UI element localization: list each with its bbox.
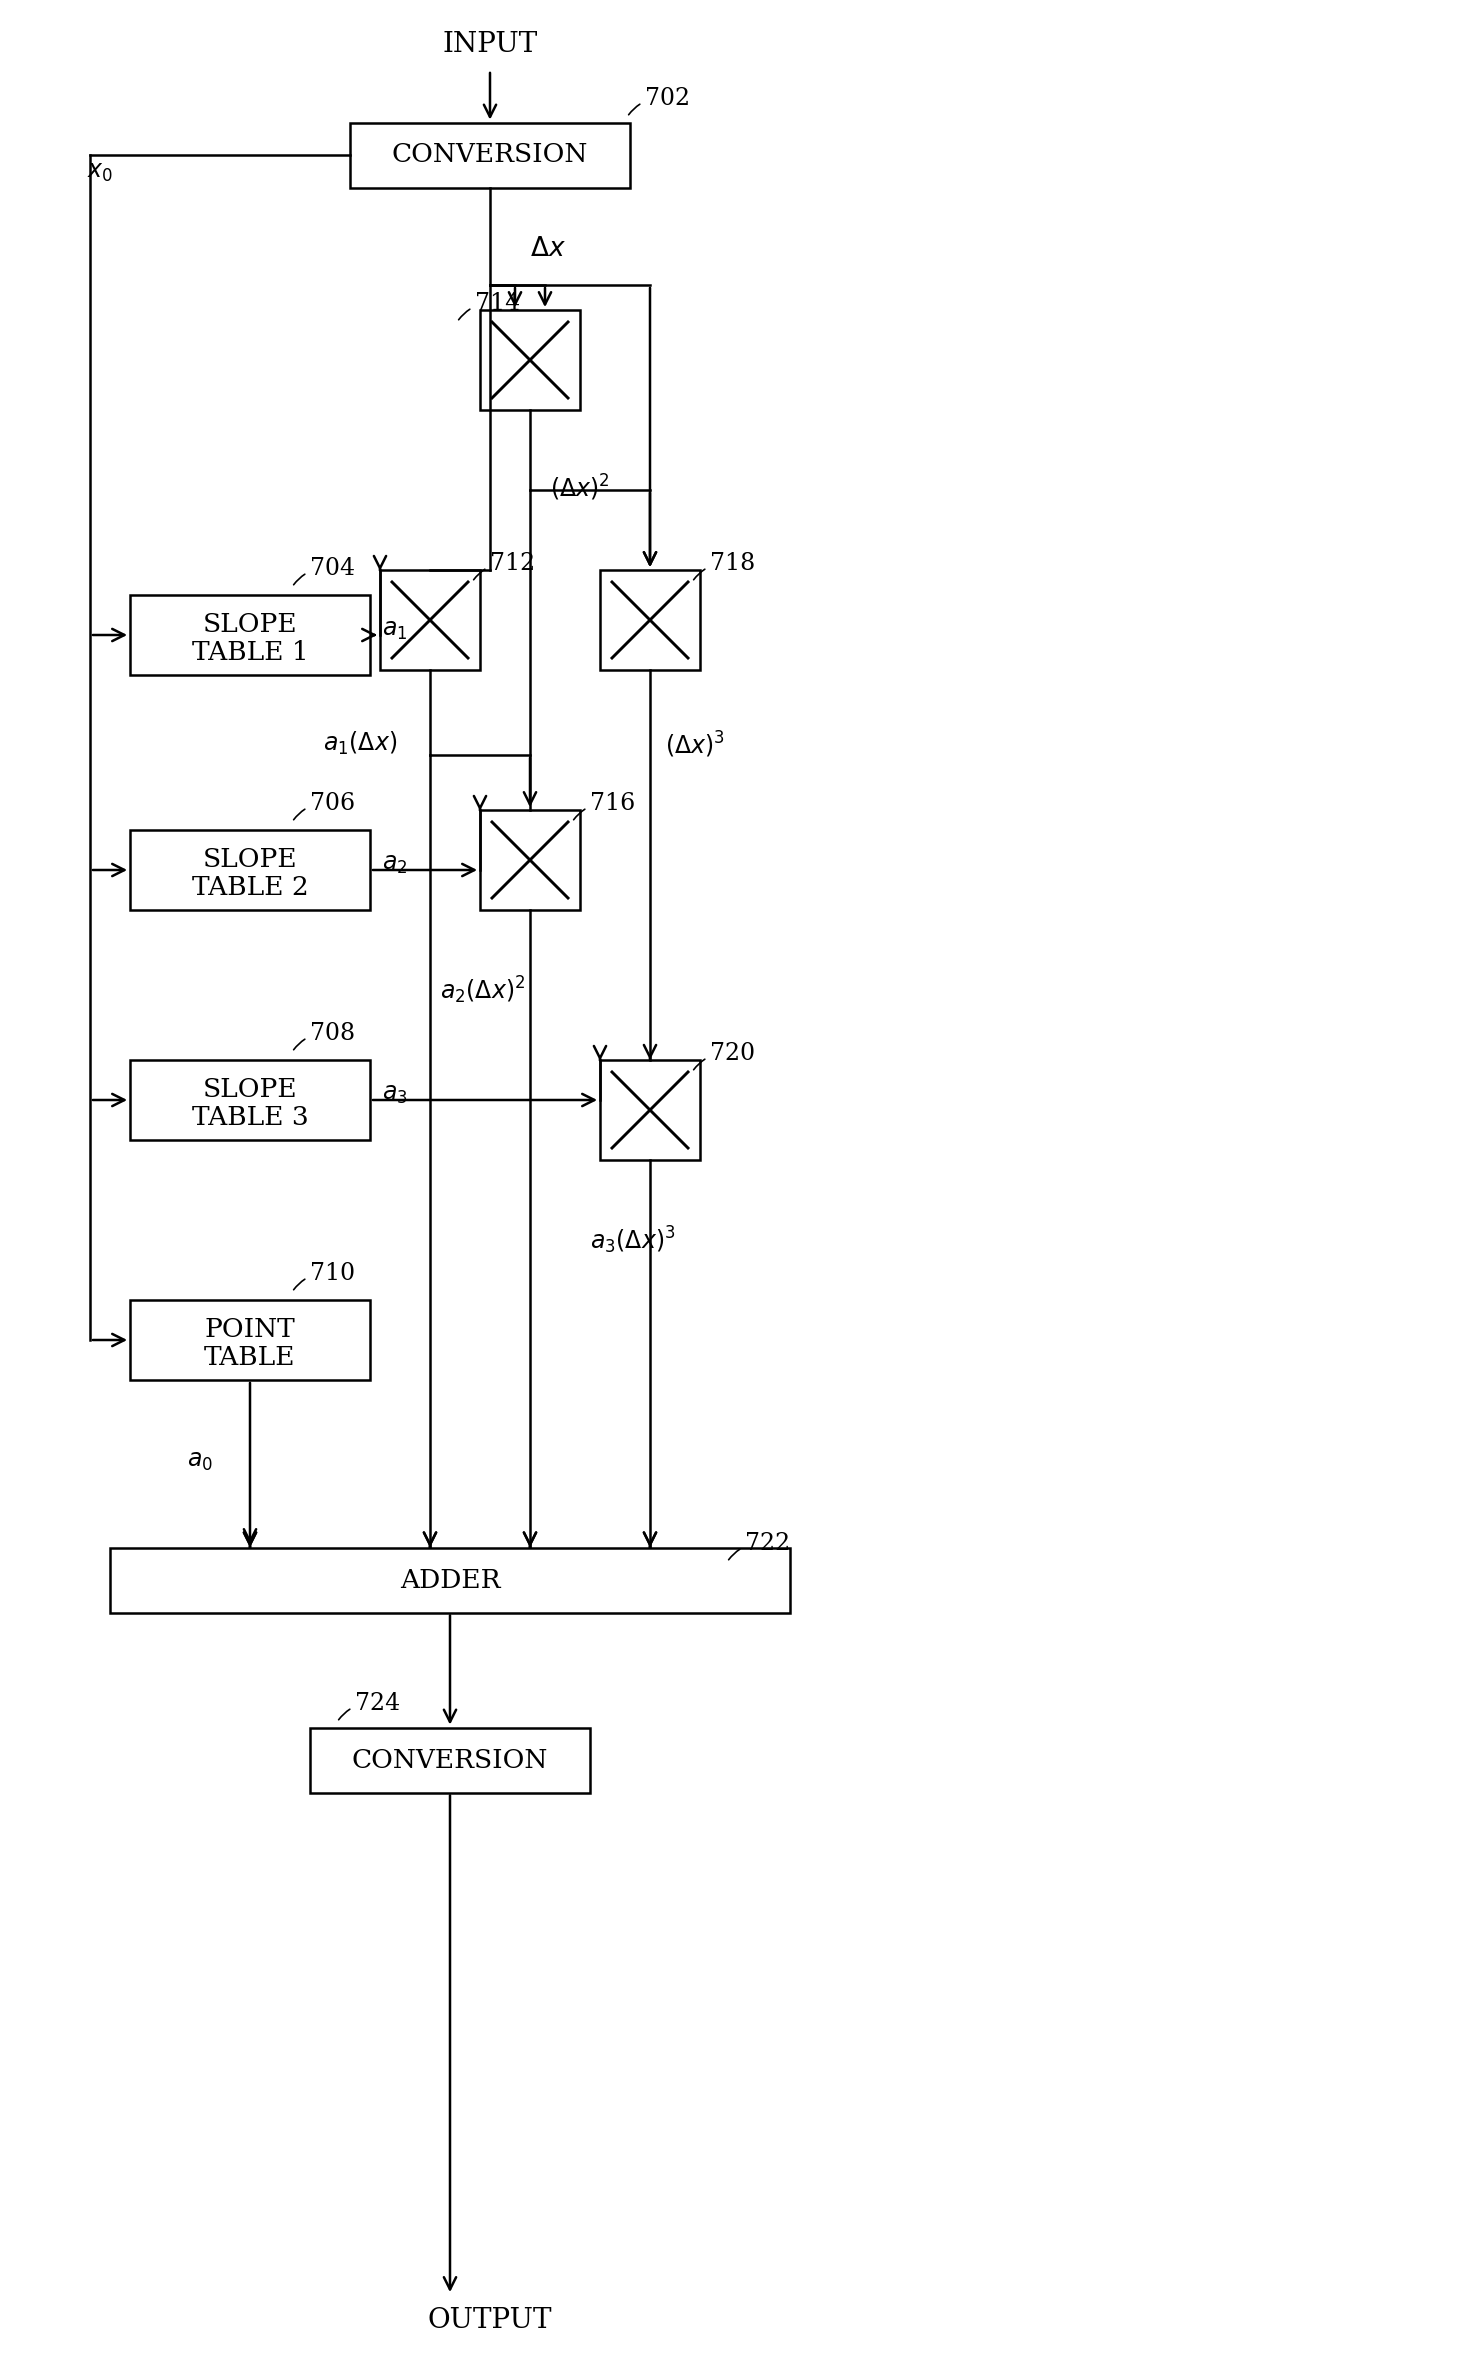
Bar xyxy=(380,569,480,669)
Text: 704: 704 xyxy=(293,557,355,586)
Text: $a_0$: $a_0$ xyxy=(187,1449,213,1473)
Text: POINT: POINT xyxy=(205,1316,296,1343)
Text: 716: 716 xyxy=(574,792,636,821)
Text: 702: 702 xyxy=(629,88,690,114)
Text: 714: 714 xyxy=(459,292,520,320)
Text: TABLE 3: TABLE 3 xyxy=(191,1105,308,1129)
Bar xyxy=(130,1060,369,1141)
Text: $(\Delta x)^3$: $(\Delta x)^3$ xyxy=(665,731,724,759)
Text: 720: 720 xyxy=(693,1041,755,1070)
Bar xyxy=(480,809,580,911)
Text: SLOPE: SLOPE xyxy=(203,847,297,873)
Bar xyxy=(601,569,701,669)
Text: $\Delta x$: $\Delta x$ xyxy=(530,235,565,261)
Text: TABLE: TABLE xyxy=(205,1345,296,1371)
Text: 706: 706 xyxy=(293,792,355,821)
Text: 724: 724 xyxy=(339,1691,400,1720)
Text: ADDER: ADDER xyxy=(400,1568,500,1592)
Text: TABLE 2: TABLE 2 xyxy=(191,875,308,899)
Bar xyxy=(110,1547,790,1613)
Text: SLOPE: SLOPE xyxy=(203,1077,297,1103)
Text: $x_0$: $x_0$ xyxy=(87,161,113,183)
Text: 712: 712 xyxy=(474,553,536,579)
Text: 710: 710 xyxy=(293,1262,355,1290)
Bar xyxy=(130,1300,369,1381)
Text: $a_1(\Delta x)$: $a_1(\Delta x)$ xyxy=(322,731,397,757)
Text: TABLE 1: TABLE 1 xyxy=(191,640,308,664)
Bar xyxy=(601,1060,701,1160)
Text: $(\Delta x)^2$: $(\Delta x)^2$ xyxy=(551,472,609,503)
Bar xyxy=(311,1727,590,1793)
Text: INPUT: INPUT xyxy=(443,31,537,59)
Text: SLOPE: SLOPE xyxy=(203,612,297,638)
Text: 722: 722 xyxy=(729,1532,790,1561)
Text: $a_3$: $a_3$ xyxy=(383,1084,408,1105)
Bar xyxy=(130,595,369,676)
Bar xyxy=(130,830,369,911)
Bar xyxy=(350,123,630,187)
Text: OUTPUT: OUTPUT xyxy=(428,2306,552,2334)
Bar xyxy=(480,311,580,410)
Text: $a_2$: $a_2$ xyxy=(383,854,408,878)
Text: $a_2(\Delta x)^2$: $a_2(\Delta x)^2$ xyxy=(440,975,526,1006)
Text: $a_1$: $a_1$ xyxy=(383,619,408,640)
Text: 718: 718 xyxy=(693,553,755,579)
Text: $a_3(\Delta x)^3$: $a_3(\Delta x)^3$ xyxy=(590,1224,676,1257)
Text: 708: 708 xyxy=(293,1022,355,1051)
Text: CONVERSION: CONVERSION xyxy=(352,1748,548,1772)
Text: CONVERSION: CONVERSION xyxy=(392,142,589,168)
